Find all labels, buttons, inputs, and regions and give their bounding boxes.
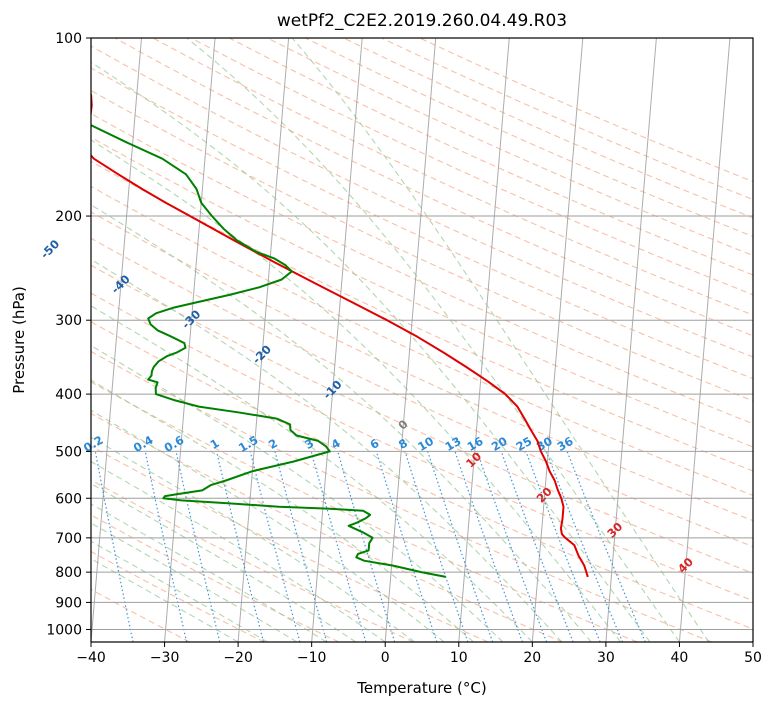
mixing-ratio-label: 13 xyxy=(443,434,464,454)
isotherm-line xyxy=(752,635,753,642)
dry-adiabat xyxy=(114,38,753,337)
isobar-gridlines xyxy=(91,38,753,630)
mixing-ratio-line xyxy=(545,451,624,642)
background-lines xyxy=(91,38,753,642)
isotherm-line xyxy=(164,38,216,642)
moist-adiabat xyxy=(91,558,239,642)
isotherm-line xyxy=(91,38,142,642)
isotherm-line xyxy=(458,38,510,642)
y-tick-label: 1000 xyxy=(46,623,82,639)
mixing-ratio-line xyxy=(175,451,221,642)
x-tick-label: 40 xyxy=(670,650,688,666)
y-axis-ticks: 100 200 300 400 500 600 700 800 900 1000 xyxy=(46,31,91,639)
mixing-ratio-line xyxy=(249,451,301,642)
moist-adiabat xyxy=(91,540,268,642)
moist-adiabat xyxy=(91,61,651,642)
moist-adiabat xyxy=(91,204,592,642)
isotherm-line xyxy=(605,38,657,642)
dry-adiabat xyxy=(91,160,753,472)
mixing-ratio-label: 16 xyxy=(465,434,486,454)
mixing-ratio-line xyxy=(216,451,265,642)
y-tick-label: 600 xyxy=(55,491,82,507)
moist-adiabat xyxy=(186,38,680,642)
mixing-ratio-line xyxy=(375,451,438,642)
plot-frame xyxy=(90,37,754,643)
mixing-ratio-line xyxy=(476,451,548,642)
dry-adiabat xyxy=(91,89,753,402)
y-tick-label: 100 xyxy=(55,31,82,47)
moist-adiabat xyxy=(91,139,622,642)
x-axis-label: Temperature (°C) xyxy=(356,679,486,697)
y-tick-label: 700 xyxy=(55,531,82,547)
y-axis-label: Pressure (hPa) xyxy=(10,286,28,394)
dry-adiabat xyxy=(91,292,753,602)
dry-adiabat xyxy=(91,136,753,448)
x-tick-label: 10 xyxy=(450,650,468,666)
mixing-ratio-label: 10 xyxy=(415,434,436,454)
x-tick-label: 50 xyxy=(744,650,762,666)
y-tick-label: 300 xyxy=(55,313,82,329)
mixing-ratio-line xyxy=(144,451,188,642)
mixing-ratio-label: 20 xyxy=(489,434,510,454)
x-tick-label: −30 xyxy=(150,650,180,666)
dry-adiabat xyxy=(152,38,753,316)
dry-adiabat xyxy=(91,211,753,522)
moist-adiabat xyxy=(291,38,710,642)
isotherm-line xyxy=(384,38,437,642)
moist-adiabat xyxy=(91,344,504,642)
x-tick-label: −20 xyxy=(223,650,253,666)
sounding-series xyxy=(91,91,589,578)
moist-adiabat xyxy=(91,522,298,642)
dewpoint-line xyxy=(91,124,446,578)
mixing-ratio-line xyxy=(337,451,396,642)
x-tick-label: −10 xyxy=(297,650,327,666)
isotherm-line xyxy=(311,38,363,642)
mixing-ratio-label: 36 xyxy=(555,434,576,454)
isotherm-line xyxy=(678,38,731,642)
isotherm-label: -50 xyxy=(38,237,63,262)
x-tick-label: −40 xyxy=(76,650,106,666)
x-tick-label: 30 xyxy=(597,650,615,666)
dry-adiabat xyxy=(91,514,340,642)
mixing-ratio-line xyxy=(427,451,494,642)
y-tick-label: 900 xyxy=(55,595,82,611)
dry-adiabat xyxy=(91,185,753,497)
dry-adiabat xyxy=(91,350,713,642)
x-axis-ticks: −40 −30 −20 −10 0 10 20 30 40 50 xyxy=(76,642,762,666)
mixing-ratio-line xyxy=(500,451,574,642)
isotherm-line xyxy=(531,38,584,642)
dry-adiabat xyxy=(91,67,753,380)
dry-adiabat xyxy=(91,321,753,630)
moist-adiabat xyxy=(91,409,445,642)
y-tick-label: 400 xyxy=(55,387,82,403)
moist-adiabat xyxy=(91,482,357,642)
mixing-ratio-line xyxy=(404,451,469,642)
x-tick-label: 20 xyxy=(523,650,541,666)
chart-title: wetPf2_C2E2.2019.260.04.49.R03 xyxy=(277,11,567,31)
mixing-ratio-line xyxy=(454,451,524,642)
dry-adiabat xyxy=(91,412,563,642)
dry-adiabat xyxy=(91,550,265,642)
moist-adiabat xyxy=(91,503,327,642)
isotherm-line xyxy=(237,38,290,642)
x-tick-label: 0 xyxy=(381,650,390,666)
mixing-ratio-line xyxy=(566,451,646,642)
dry-adiabat xyxy=(91,445,489,642)
mixing-ratio-line xyxy=(310,451,367,642)
temperature-line xyxy=(91,91,589,578)
mixing-ratio-label: 25 xyxy=(513,434,534,454)
mixing-ratio-line xyxy=(525,451,601,642)
moist-adiabat xyxy=(91,379,474,642)
y-tick-label: 200 xyxy=(55,209,82,225)
moist-adiabat xyxy=(91,460,386,642)
y-tick-label: 500 xyxy=(55,444,82,460)
y-tick-label: 800 xyxy=(55,565,82,581)
mixing-ratio-line xyxy=(274,451,328,642)
